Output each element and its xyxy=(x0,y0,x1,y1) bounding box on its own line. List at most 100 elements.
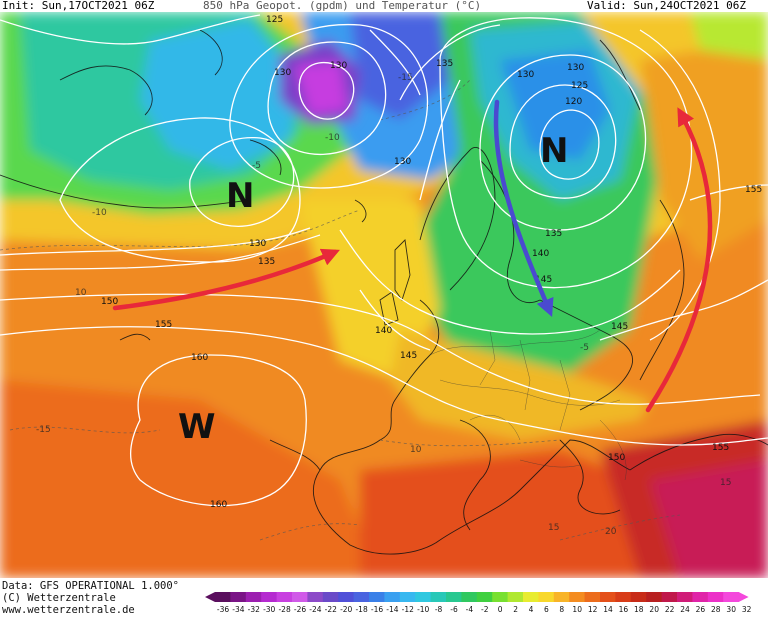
geopot-label: 130 xyxy=(249,239,266,249)
scale-tick-label: 16 xyxy=(619,605,629,614)
scale-tick-label: 30 xyxy=(726,605,736,614)
scale-swatch xyxy=(476,592,493,602)
geopot-label: 155 xyxy=(155,320,172,330)
geopot-label: 160 xyxy=(191,353,208,363)
scale-swatch xyxy=(584,592,601,602)
low-pressure-east: N xyxy=(540,131,568,171)
geopot-label: 130 xyxy=(567,63,584,73)
scale-tick-label: -22 xyxy=(325,605,337,614)
scale-swatch xyxy=(353,592,370,602)
scale-tick-label: 2 xyxy=(513,605,518,614)
scale-swatch xyxy=(461,592,478,602)
scale-swatch xyxy=(615,592,632,602)
scale-swatch xyxy=(369,592,385,602)
scale-swatch xyxy=(569,592,586,602)
temp-label: -10 xyxy=(92,208,107,218)
geopot-label: 130 xyxy=(517,70,534,80)
scale-swatch xyxy=(538,592,555,602)
geopot-label: 150 xyxy=(101,297,118,307)
color-scale-legend: -36 -34 -32 -30 -28 -26 -24 -22 -20 -18 -16 -14 -12-… xyxy=(205,592,752,614)
scale-tick-label: 10 xyxy=(572,605,582,614)
scale-tick-label: -10 xyxy=(417,605,429,614)
geopot-label: 140 xyxy=(532,249,549,259)
scale-tick-label: -6 xyxy=(450,605,458,614)
scale-tick-label: 12 xyxy=(588,605,598,614)
geopot-label: 135 xyxy=(436,59,453,69)
temp-label: 10 xyxy=(75,288,87,298)
temp-label: -5 xyxy=(580,343,589,353)
scale-tick-label: -12 xyxy=(402,605,414,614)
temp-label: 10 xyxy=(410,445,422,455)
scale-swatch xyxy=(415,592,432,602)
warm-air-arrow-west xyxy=(112,248,340,311)
scale-swatch xyxy=(430,592,447,602)
scale-tick-label: 14 xyxy=(603,605,613,614)
scale-swatch xyxy=(307,592,324,602)
geopot-label: 130 xyxy=(274,68,291,78)
temp-label: 15 xyxy=(548,523,559,533)
scale-tick-label: 0 xyxy=(498,605,503,614)
geopot-label: 140 xyxy=(375,326,392,336)
scale-tick-label: -2 xyxy=(481,605,489,614)
pressure-systems: N N W xyxy=(178,131,568,447)
warm-air-arrow-east xyxy=(645,107,713,413)
scale-swatch xyxy=(446,592,462,602)
scale-tick-label: 8 xyxy=(559,605,564,614)
geopotential-contours xyxy=(0,14,768,507)
geopot-label: 125 xyxy=(571,81,588,91)
map-header: Init: Sun,17OCT2021 06Z 850 hPa Geopot. … xyxy=(0,0,768,12)
scale-tick-label: -18 xyxy=(355,605,367,614)
scale-swatch xyxy=(399,592,416,602)
scale-swatch xyxy=(215,592,231,602)
geopot-label: 125 xyxy=(266,15,283,25)
cold-air-arrow xyxy=(493,99,554,317)
temperature-labels: -15 -10 -5 -10 10 -15 15 10 15 20 -5 xyxy=(36,73,731,537)
scale-arrow-left xyxy=(205,592,215,602)
scale-tick-label: -16 xyxy=(371,605,383,614)
geopot-label: 145 xyxy=(400,351,417,361)
geopot-label: 150 xyxy=(608,453,625,463)
scale-tick-label: 24 xyxy=(680,605,690,614)
scale-tick-label: 22 xyxy=(665,605,675,614)
low-pressure-west: N xyxy=(226,176,254,216)
temperature-map: 125 130 130 135 130 130 125 120 135 140 … xyxy=(0,12,768,578)
high-pressure: W xyxy=(178,407,216,447)
scale-tick-label: -24 xyxy=(309,605,321,614)
scale-tick-label: -28 xyxy=(278,605,290,614)
scale-tick-label: -32 xyxy=(248,605,260,614)
scale-swatch xyxy=(630,592,647,602)
temp-label: -15 xyxy=(398,73,413,83)
temp-label: 15 xyxy=(720,478,731,488)
scale-tick-label: -20 xyxy=(340,605,352,614)
scale-tick-label: -30 xyxy=(263,605,275,614)
scale-swatch xyxy=(707,592,724,602)
scale-tick-label: -14 xyxy=(386,605,398,614)
temp-label: -5 xyxy=(252,161,261,171)
geopot-label: 155 xyxy=(712,443,729,453)
scale-tick-label: 6 xyxy=(544,605,549,614)
scale-swatch xyxy=(245,592,262,602)
scale-swatch xyxy=(661,592,678,602)
scale-tick-label: 28 xyxy=(711,605,721,614)
scale-swatch xyxy=(261,592,278,602)
scale-tick-label: -4 xyxy=(466,605,474,614)
scale-tick-label: -8 xyxy=(435,605,443,614)
geopot-label: 145 xyxy=(611,322,628,332)
scale-tick-label: 4 xyxy=(529,605,534,614)
scale-tick-label: 20 xyxy=(649,605,659,614)
geopot-label: 130 xyxy=(330,61,347,71)
scale-swatch xyxy=(230,592,247,602)
scale-tick-label: 18 xyxy=(634,605,644,614)
map-title: 850 hPa Geopot. (gpdm) und Temperatur (°… xyxy=(203,0,482,12)
temp-label: -10 xyxy=(325,133,340,143)
copyright: (C) Wetterzentrale xyxy=(2,592,116,604)
geopot-label: 145 xyxy=(535,275,552,285)
scale-swatch xyxy=(600,592,616,602)
scale-swatch xyxy=(292,592,308,602)
scale-swatch xyxy=(338,592,355,602)
scale-swatch xyxy=(384,592,401,602)
scale-swatch xyxy=(692,592,709,602)
scale-tick-label: -26 xyxy=(294,605,306,614)
scale-swatch xyxy=(723,592,740,602)
scale-swatch xyxy=(276,592,293,602)
